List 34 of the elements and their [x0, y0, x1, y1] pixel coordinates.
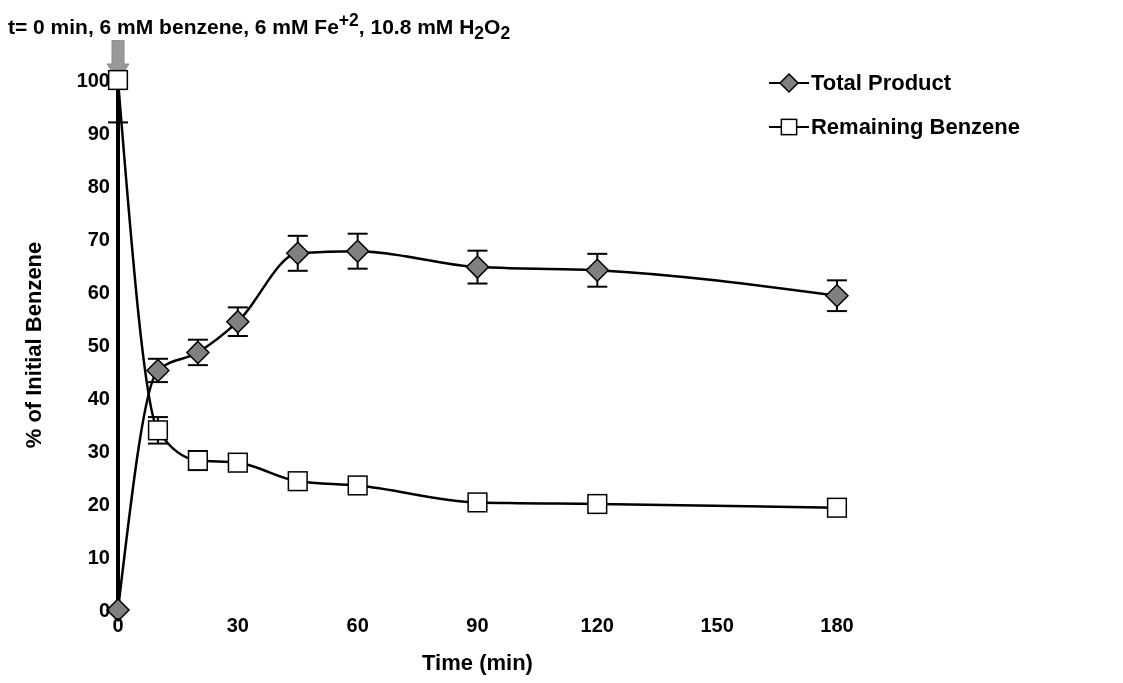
x-tick-label: 0 [112, 614, 124, 637]
point [587, 493, 608, 515]
y-tick-label: 50 [87, 334, 110, 357]
point [285, 241, 310, 266]
point [825, 283, 849, 308]
y-axis-title: % of Initial Benzene [20, 241, 46, 449]
x-tick-label: 60 [346, 614, 369, 637]
point [826, 497, 848, 518]
x-tick-label: 90 [466, 614, 489, 637]
y-tick-label: 40 [87, 387, 110, 410]
point [585, 258, 610, 283]
point [467, 492, 488, 513]
y-tick-label: 60 [87, 281, 110, 304]
chart-title: t= 0 min, 6 mM benzene, 6 mM Fe$^{+2}$, 10.8 mM H$_{2}$O$_{2}$ [8, 9, 512, 46]
point [465, 255, 490, 279]
point [227, 452, 248, 473]
point [287, 471, 308, 492]
y-tick-label: 80 [87, 175, 110, 198]
y-tick-label: 10 [87, 546, 110, 569]
x-axis-title: Time (min) [422, 650, 533, 675]
x-tick-label: 150 [700, 614, 734, 637]
point [107, 69, 129, 91]
y-tick-label: 90 [87, 122, 110, 145]
x-tick-label: 120 [580, 614, 614, 637]
point [345, 239, 370, 263]
x-tick-label: 30 [226, 614, 249, 637]
legend-label: Remaining Benzene [810, 114, 1020, 140]
legend-label: Total Product [810, 70, 952, 96]
x-tick-label: 180 [820, 614, 854, 637]
point [347, 475, 368, 496]
y-tick-label: 70 [87, 228, 110, 251]
y-tick-label: 100 [76, 69, 110, 92]
y-tick-label: 30 [87, 440, 110, 463]
y-tick-label: 20 [87, 493, 110, 516]
